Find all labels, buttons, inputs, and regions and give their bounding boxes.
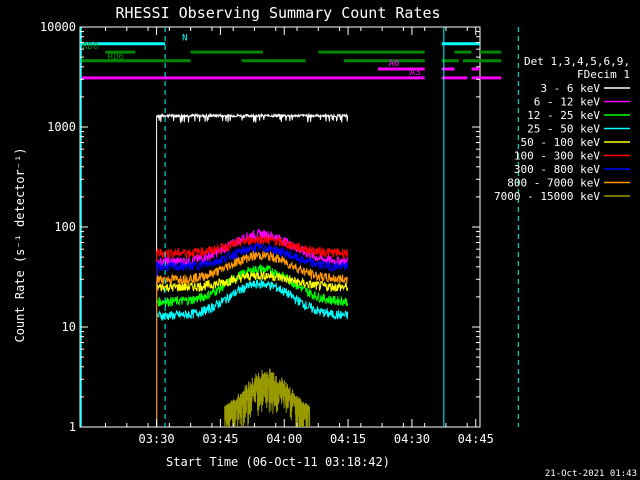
legend-entry-label: 300 - 800 keV [514,163,600,176]
timestamp: 21-Oct-2021 01:43 [545,469,637,479]
x-tick-label: 03:30 [139,432,175,446]
flag-label-n: N [182,34,187,44]
x-tick-label: 04:30 [394,432,430,446]
legend-entry-label: 25 - 50 keV [527,123,600,136]
y-tick-label: 10000 [40,20,76,34]
series-line-300-800keV [156,242,349,427]
y-tick-label: 1000 [47,120,76,134]
chart-title: RHESSI Observing Summary Count Rates [115,4,440,22]
flag-label-rd6: RD6 [108,53,124,63]
y-axis-label: Count Rate (s⁻¹ detector⁻¹) [13,147,27,342]
x-tick-label: 04:15 [330,432,366,446]
legend-header: FDecim 1 [577,68,630,81]
y-tick-label: 1 [69,420,76,434]
x-axis-label: Start Time (06-Oct-11 03:18:42) [166,455,390,469]
legend-entry-label: 7000 - 15000 keV [494,190,600,203]
series-line-25-50keV [156,279,349,427]
series-line-800-7000keV [156,249,349,427]
series-line-100-300keV [156,235,349,427]
y-tick-label: 10 [62,320,76,334]
series-line-7000-15000keV [224,368,311,428]
x-tick-label: 04:00 [266,432,302,446]
flag-label-a0: A0 [389,59,400,69]
legend-entry-label: 50 - 100 keV [521,136,601,149]
legend-entry-label: 3 - 6 keV [540,82,600,95]
legend-header: Det 1,3,4,5,6,9, [524,55,630,68]
legend-entry-label: 100 - 300 keV [514,150,600,163]
series-line-12-25keV [156,263,349,427]
x-tick-label: 04:45 [458,432,494,446]
plot-frame [79,26,481,428]
flag-label-rd0: RD0 [82,42,98,52]
flag-label-a3: A3 [410,68,421,78]
y-tick-label: 100 [54,220,76,234]
x-tick-label: 03:45 [202,432,238,446]
legend-entry-label: 800 - 7000 keV [507,177,600,190]
series-line-3-6keV [156,112,349,427]
legend-entry-label: 12 - 25 keV [527,109,600,122]
legend-entry-label: 6 - 12 keV [534,96,601,109]
